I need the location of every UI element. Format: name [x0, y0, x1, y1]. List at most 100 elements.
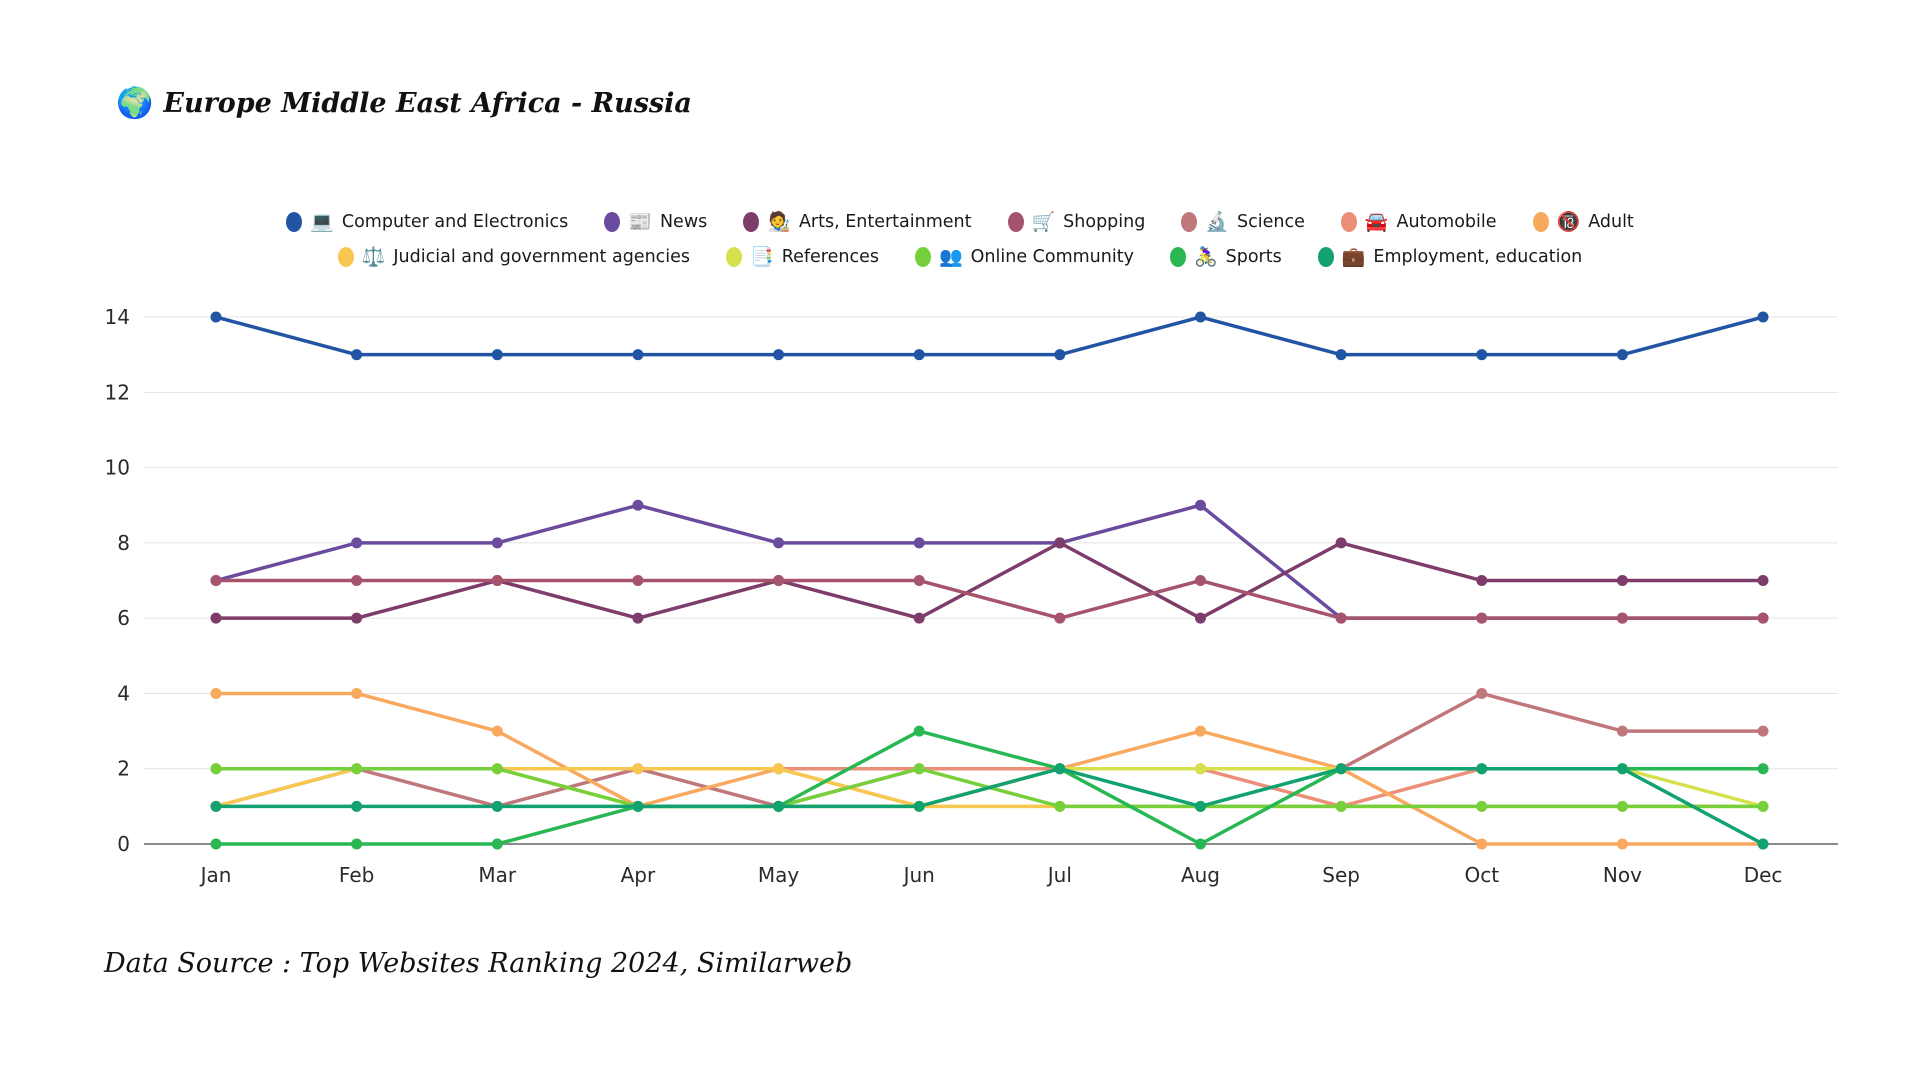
data-point [1194, 763, 1206, 775]
data-point [773, 349, 785, 361]
legend-category-icon: 🧑‍🎨 [767, 210, 791, 233]
legend-dot-icon [1317, 247, 1334, 267]
legend-dot-icon [1532, 212, 1549, 232]
legend-label: Computer and Electronics [341, 212, 569, 232]
data-point [773, 575, 785, 587]
data-point [210, 838, 222, 850]
legend-category-icon: 🚘 [1364, 210, 1389, 233]
data-point [632, 763, 644, 775]
legend-category-icon: 🔬 [1205, 210, 1230, 233]
legend-item: 📑 References [726, 247, 879, 267]
y-tick-label: 2 [117, 757, 130, 781]
legend-dot-icon [1340, 212, 1357, 232]
legend-category-icon: 🔞 [1556, 210, 1581, 233]
legend: 💻 Computer and Electronics 📰 News 🧑‍🎨 Arts, E… [0, 212, 1920, 267]
data-point [1757, 800, 1769, 812]
globe-icon: 🌍 [116, 86, 154, 121]
page-title-text: Europe Middle East Africa - Russia [163, 88, 692, 119]
legend-row-2: ⚖️ Judicial and government agencies 📑 Refer… [337, 245, 1582, 268]
legend-dot-icon [726, 247, 743, 267]
series-line [214, 315, 1765, 357]
y-tick-label: 6 [117, 606, 130, 630]
data-point [351, 800, 363, 812]
data-point [1476, 687, 1488, 699]
data-point [1194, 800, 1206, 812]
legend-category-icon: 📑 [750, 245, 774, 268]
legend-category-icon: 👥 [938, 245, 963, 268]
legend-label: Arts, Entertainment [798, 212, 972, 232]
data-point [1194, 612, 1206, 624]
data-point [913, 763, 925, 775]
legend-item: 💻 Computer and Electronics [286, 212, 568, 232]
legend-label: News [659, 212, 708, 232]
legend-label: References [781, 247, 879, 267]
data-point [1194, 499, 1206, 511]
data-point [1616, 725, 1628, 737]
y-tick-label: 14 [105, 305, 130, 329]
data-point [913, 800, 925, 812]
data-point [210, 311, 222, 323]
data-point [1194, 575, 1206, 587]
data-point [773, 537, 785, 549]
data-point [1054, 349, 1066, 361]
x-tick-label: Sep [1322, 863, 1360, 887]
legend-dot-icon [286, 212, 303, 232]
data-point [1335, 537, 1347, 549]
data-point [1194, 725, 1206, 737]
series-line [214, 541, 1765, 620]
data-point [1194, 838, 1206, 850]
data-point [491, 800, 503, 812]
data-point [351, 687, 363, 699]
x-tick-label: Jan [199, 863, 232, 887]
data-point [1616, 612, 1628, 624]
data-point [1476, 838, 1488, 850]
data-point [773, 763, 785, 775]
x-tick-label: Nov [1603, 863, 1642, 887]
data-point [632, 575, 644, 587]
x-tick-label: Oct [1464, 863, 1499, 887]
data-point [491, 537, 503, 549]
y-tick-label: 4 [117, 681, 130, 705]
data-point [1757, 838, 1769, 850]
data-point [1335, 800, 1347, 812]
data-point [1476, 800, 1488, 812]
data-point [1476, 612, 1488, 624]
x-tick-label: Aug [1181, 863, 1220, 887]
legend-category-icon: 💻 [310, 210, 334, 233]
data-point [1757, 311, 1769, 323]
y-tick-label: 10 [105, 456, 130, 480]
y-tick-label: 0 [117, 832, 130, 856]
x-tick-label: Jun [902, 863, 935, 887]
legend-category-icon: 💼 [1341, 245, 1366, 268]
data-point [210, 800, 222, 812]
y-tick-label: 8 [117, 531, 130, 555]
series-line [214, 766, 1765, 846]
data-point [491, 725, 503, 737]
legend-item: 🧑‍🎨 Arts, Entertainment [743, 210, 972, 233]
data-point [1054, 537, 1066, 549]
data-point [1194, 311, 1206, 323]
data-point [1335, 349, 1347, 361]
data-point [491, 349, 503, 361]
data-point [913, 575, 925, 587]
data-point [210, 687, 222, 699]
data-point [491, 838, 503, 850]
legend-label: Sports [1225, 247, 1282, 267]
legend-item: 🔞 Adult [1532, 210, 1634, 233]
data-point [351, 537, 363, 549]
data-point [491, 763, 503, 775]
legend-item: 🔬 Science [1181, 212, 1305, 232]
data-point [1757, 725, 1769, 737]
legend-category-icon: 🚴‍♀️ [1193, 245, 1218, 268]
data-point [1616, 763, 1628, 775]
data-point [1476, 349, 1488, 361]
x-tick-label: May [758, 863, 800, 887]
data-point [1335, 612, 1347, 624]
data-point [1757, 575, 1769, 587]
legend-item: 🚴‍♀️ Sports [1169, 245, 1282, 268]
legend-item: 📰 News [604, 212, 707, 232]
legend-item: ⚖️ Judicial and government agencies [337, 247, 690, 267]
legend-category-icon: 🛒 [1031, 210, 1056, 233]
legend-dot-icon [1007, 212, 1024, 232]
